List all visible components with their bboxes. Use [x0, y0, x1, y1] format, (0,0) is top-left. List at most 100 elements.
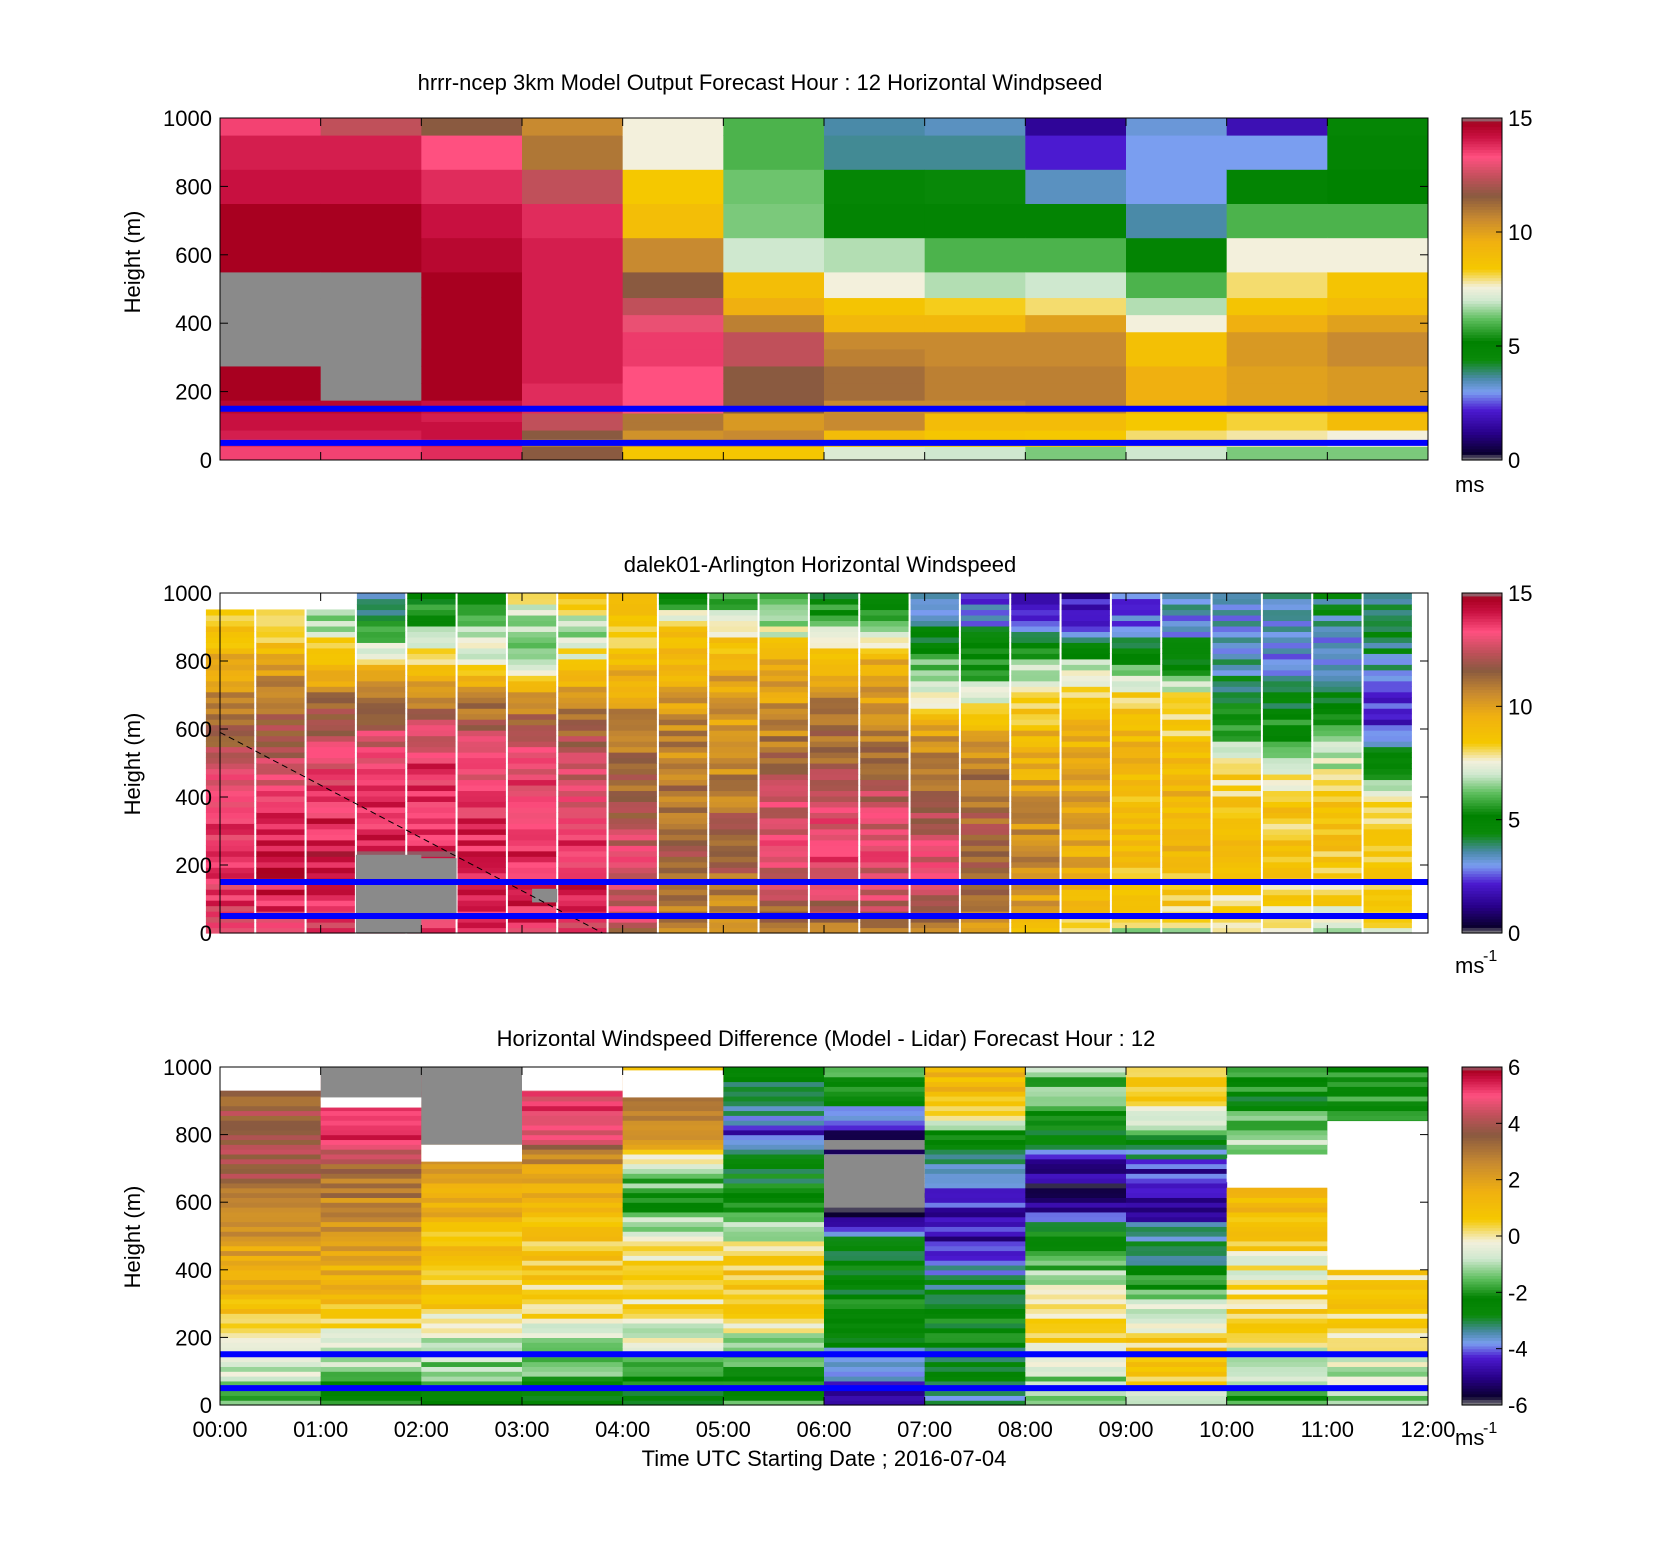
- colorbar-segment: [1462, 927, 1502, 931]
- heatmap-cell: [1226, 1129, 1328, 1136]
- heatmap-cell: [1262, 889, 1312, 896]
- heatmap-cell: [1025, 1260, 1127, 1266]
- y-tick-label: 200: [175, 1325, 212, 1350]
- heatmap-cell: [924, 1211, 1026, 1218]
- heatmap-cell: [759, 669, 808, 676]
- heatmap-cell: [709, 593, 758, 600]
- heatmap-cell: [1226, 1313, 1328, 1319]
- colorbar-segment: [1462, 632, 1502, 637]
- heatmap-cell: [824, 1124, 926, 1131]
- heatmap-cell: [522, 1158, 624, 1165]
- heatmap-cell: [709, 658, 758, 665]
- colorbar-segment: [1462, 720, 1502, 724]
- heatmap-cell: [1111, 620, 1161, 627]
- heatmap-cell: [860, 850, 909, 857]
- heatmap-cell: [1212, 894, 1261, 901]
- y-tick-label: 800: [175, 1123, 212, 1148]
- heatmap-cell: [658, 719, 708, 726]
- heatmap-cell: [759, 763, 808, 770]
- heatmap-cell: [1327, 1100, 1429, 1107]
- heatmap-cell: [1011, 730, 1060, 737]
- colorbar-tick-label: -4: [1508, 1337, 1528, 1362]
- heatmap-cell: [421, 314, 523, 333]
- heatmap-cell: [421, 453, 523, 461]
- heatmap-cell: [407, 817, 456, 824]
- heatmap-cell: [1363, 730, 1412, 737]
- heatmap-cell: [910, 790, 959, 797]
- heatmap-cell: [1226, 1086, 1328, 1092]
- colorbar-segment: [1462, 1337, 1502, 1341]
- heatmap-cell: [723, 1134, 825, 1141]
- heatmap-cell: [558, 812, 607, 819]
- heatmap-cell: [1313, 691, 1362, 698]
- heatmap-cell: [421, 135, 523, 170]
- heatmap-cell: [860, 872, 909, 879]
- colorbar-unit: ms: [1455, 953, 1484, 978]
- heatmap-cell: [220, 412, 322, 423]
- heatmap-cell: [622, 1236, 724, 1242]
- heatmap-cell: [507, 680, 557, 687]
- heatmap-cell: [759, 773, 808, 781]
- heatmap-cell: [759, 916, 808, 923]
- x-tick-label: 04:00: [595, 1417, 650, 1442]
- heatmap-cell: [910, 658, 959, 665]
- heatmap-cell: [1126, 1308, 1228, 1314]
- heatmap-cell: [1126, 1153, 1228, 1160]
- heatmap-cell: [1226, 1202, 1328, 1208]
- colorbar-segment: [1462, 607, 1502, 611]
- heatmap-cell: [558, 867, 607, 874]
- heatmap-cell: [1327, 1095, 1429, 1102]
- heatmap-cell: [457, 609, 506, 616]
- heatmap-cell: [860, 620, 909, 627]
- heatmap-cell: [1363, 686, 1412, 693]
- heatmap-cell: [1313, 686, 1362, 693]
- heatmap-cell: [860, 922, 909, 929]
- heatmap-cell: [1262, 724, 1312, 731]
- heatmap-cell: [960, 664, 1010, 671]
- heatmap-cell: [1313, 927, 1362, 934]
- heatmap-cell: [1025, 1105, 1127, 1112]
- heatmap-cell: [507, 642, 557, 649]
- no-data-patch: [622, 1070, 724, 1098]
- heatmap-cell: [1126, 1192, 1228, 1198]
- heatmap-cell: [1025, 1279, 1127, 1285]
- colorbar-segment: [1462, 132, 1502, 136]
- heatmap-cell: [522, 348, 624, 367]
- heatmap-cell: [1025, 1376, 1127, 1382]
- heatmap-cell: [1061, 642, 1110, 649]
- heatmap-cell: [1011, 784, 1060, 792]
- heatmap-cell: [320, 421, 422, 431]
- heatmap-cell: [306, 680, 355, 687]
- heatmap-cell: [205, 905, 255, 912]
- heatmap-cell: [1313, 675, 1362, 682]
- heatmap-cell: [1025, 1095, 1127, 1102]
- heatmap-cell: [924, 348, 1026, 367]
- heatmap-cell: [924, 1226, 1026, 1232]
- heatmap-cell: [860, 636, 909, 643]
- heatmap-cell: [709, 631, 758, 638]
- colorbar-segment: [1462, 751, 1502, 756]
- heatmap-cell: [1061, 719, 1110, 726]
- heatmap-cell: [1212, 614, 1261, 622]
- heatmap-cell: [824, 1318, 926, 1324]
- heatmap-cell: [658, 773, 708, 781]
- heatmap-cell: [1262, 768, 1312, 775]
- heatmap-cell: [558, 730, 607, 737]
- heatmap-cell: [558, 850, 607, 857]
- heatmap-cell: [1226, 446, 1328, 454]
- heatmap-cell: [1313, 598, 1362, 605]
- heatmap-cell: [960, 653, 1010, 660]
- heatmap-cell: [860, 763, 909, 770]
- heatmap-cell: [1111, 757, 1161, 764]
- heatmap-cell: [622, 1332, 724, 1338]
- heatmap-cell: [824, 365, 926, 384]
- heatmap-cell: [421, 348, 523, 367]
- heatmap-cell: [1126, 365, 1228, 384]
- colorbar-segment: [1462, 848, 1502, 852]
- heatmap-cell: [1061, 773, 1110, 781]
- heatmap-cell: [1226, 1366, 1328, 1372]
- heatmap-cell: [1212, 735, 1261, 742]
- heatmap-cell: [1126, 169, 1228, 204]
- heatmap-cell: [1262, 658, 1312, 665]
